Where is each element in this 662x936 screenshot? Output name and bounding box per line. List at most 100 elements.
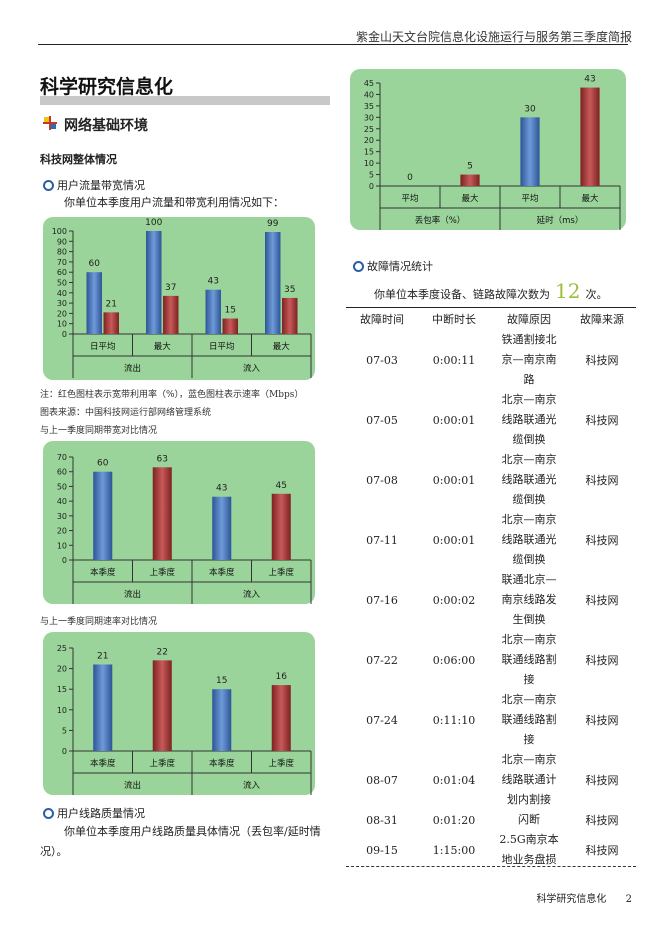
traffic-chart: 0 10 20 30 40 50 60 70 80 90 100 日平均 最大 日平均 最大 流出 流入 60 10… bbox=[43, 217, 315, 380]
fault-source: 科技网 bbox=[585, 714, 619, 727]
fault-summary: 你单位本季度设备、链路故障次数为 12 次。 bbox=[374, 281, 607, 305]
y-tick-label: 0 bbox=[62, 556, 67, 565]
table-row: 07-22 0:06:00 北京—南京 联通线路割接 科技网 bbox=[346, 630, 636, 690]
x-tick-label: 上季度 bbox=[149, 758, 175, 769]
fault-source: 科技网 bbox=[585, 814, 619, 827]
fault-cause-line: 北京—南京 bbox=[501, 753, 557, 766]
col-header-time: 故障时间 bbox=[360, 313, 404, 326]
y-tick-label: 70 bbox=[57, 258, 67, 267]
y-tick-label: 45 bbox=[364, 79, 374, 88]
fault-time: 07-24 bbox=[366, 713, 398, 727]
rate-chart: 0 5 10 15 20 25 本季度 上季度 本季度 上季度 流出 流入 21 22 15 16 bbox=[43, 632, 315, 795]
table-row: 07-24 0:11:10 北京—南京 联通线路割接 科技网 bbox=[346, 690, 636, 750]
y-tick-label: 0 bbox=[62, 330, 67, 339]
group-label: 流入 bbox=[243, 589, 261, 600]
y-tick-label: 10 bbox=[57, 320, 67, 329]
fault-time: 07-05 bbox=[366, 413, 398, 427]
fault-source: 科技网 bbox=[585, 474, 619, 487]
bar bbox=[265, 232, 281, 334]
fault-time: 07-22 bbox=[366, 653, 398, 667]
table-row: 07-16 0:00:02 联通北京— 南京线路发 生倒换 科技网 bbox=[346, 570, 636, 630]
table-row: 07-08 0:00:01 北京—南京 线路联通光 缆倒换 科技网 bbox=[346, 450, 636, 510]
y-tick-label: 35 bbox=[364, 102, 374, 111]
bar-value-label: 43 bbox=[584, 75, 595, 85]
bar bbox=[222, 318, 238, 334]
quality-paragraph: 你单位本季度用户线路质量具体情况（丢包率/延时情况）。 bbox=[40, 825, 321, 858]
fault-cause-line: 接 bbox=[523, 733, 535, 746]
x-tick-label: 最大 bbox=[581, 193, 599, 204]
x-tick-label: 平均 bbox=[401, 193, 418, 204]
bar-value-label: 43 bbox=[208, 277, 219, 287]
bar bbox=[580, 87, 600, 186]
fault-time: 07-11 bbox=[366, 533, 398, 547]
group-label: 延时（ms） bbox=[537, 215, 584, 226]
bar bbox=[205, 289, 221, 334]
bar bbox=[163, 295, 179, 334]
fault-duration: 0:06:00 bbox=[432, 653, 476, 667]
fault-cause-line: 生倒换 bbox=[512, 613, 546, 626]
quality-bullet-label: 用户线路质量情况 bbox=[57, 807, 145, 820]
fault-cause-line: 南京线路发 bbox=[501, 593, 557, 606]
section-title-bar bbox=[40, 96, 330, 105]
overall-heading: 科技网整体情况 bbox=[40, 153, 117, 166]
y-tick-label: 30 bbox=[57, 512, 67, 521]
y-tick-label: 0 bbox=[62, 747, 67, 756]
x-tick-label: 本季度 bbox=[90, 758, 116, 769]
y-tick-label: 40 bbox=[57, 497, 67, 506]
x-tick-label: 本季度 bbox=[209, 567, 235, 578]
fault-cause-line: 缆倒换 bbox=[512, 553, 546, 566]
fault-summary-prefix: 你单位本季度设备、链路故障次数为 bbox=[374, 288, 550, 301]
x-tick-label: 上季度 bbox=[268, 758, 294, 769]
y-tick-label: 30 bbox=[57, 299, 67, 308]
fault-cause: 2.5G南京本 地业务盘损 bbox=[490, 830, 568, 870]
section-subtitle: 网络基础环境 bbox=[64, 118, 148, 134]
y-tick-label: 10 bbox=[364, 159, 374, 168]
bar-value-label: 99 bbox=[267, 219, 279, 229]
y-tick-label: 70 bbox=[57, 453, 67, 462]
fault-cause-line: 线路联通光 bbox=[501, 533, 557, 546]
x-tick-label: 本季度 bbox=[209, 758, 235, 769]
page-number: 2 bbox=[625, 894, 632, 905]
y-tick-label: 60 bbox=[57, 468, 67, 477]
fault-duration: 0:00:02 bbox=[432, 593, 476, 607]
y-tick-label: 30 bbox=[364, 113, 374, 122]
table-row: 07-11 0:00:01 北京—南京 线路联通光 缆倒换 科技网 bbox=[346, 510, 636, 570]
x-tick-label: 上季度 bbox=[268, 567, 294, 578]
y-tick-label: 100 bbox=[52, 227, 67, 236]
fault-cause-line: 线路联通光 bbox=[501, 473, 557, 486]
y-tick-label: 25 bbox=[364, 125, 374, 134]
fault-time: 08-07 bbox=[366, 773, 398, 787]
bar-value-label: 16 bbox=[276, 672, 288, 682]
bar bbox=[271, 685, 291, 751]
fault-cause-line: 北京—南京 bbox=[501, 633, 557, 646]
y-tick-label: 50 bbox=[57, 482, 67, 491]
x-tick-label: 平均 bbox=[521, 193, 538, 204]
quality-chart: 0 5 10 15 20 25 30 35 40 45 平均 最大 平均 最大 丢包率（%） 延时（ms） 0 5… bbox=[350, 69, 626, 230]
bullet-icon bbox=[353, 260, 364, 272]
x-tick-label: 最大 bbox=[154, 341, 172, 352]
bar-value-label: 37 bbox=[165, 283, 176, 293]
bar-value-label: 100 bbox=[145, 218, 162, 228]
bar bbox=[520, 117, 540, 186]
fault-cause: 北京—南京 线路联通光 缆倒换 bbox=[490, 390, 568, 450]
bullet-icon bbox=[43, 807, 54, 819]
bar bbox=[271, 493, 291, 560]
fault-cause-line: 联通线路割 bbox=[501, 653, 557, 666]
table-row: 09-15 1:15:00 2.5G南京本 地业务盘损 科技网 bbox=[346, 830, 636, 870]
section-title: 科学研究信息化 bbox=[40, 76, 174, 98]
fault-cause: 铁通割接北 京—南京南路 bbox=[490, 330, 568, 390]
fault-bullet-label: 故障情况统计 bbox=[367, 260, 433, 273]
col-header-duration: 中断时长 bbox=[432, 313, 476, 326]
col-header-source: 故障来源 bbox=[580, 313, 624, 326]
fault-cause-line: 接 bbox=[523, 673, 535, 686]
network-section-icon bbox=[43, 116, 57, 130]
bar bbox=[86, 272, 102, 334]
traffic-paragraph: 你单位本季度用户流量和带宽利用情况如下： bbox=[64, 196, 284, 209]
group-label: 流入 bbox=[243, 780, 261, 791]
fault-time: 07-08 bbox=[366, 473, 398, 487]
bar bbox=[93, 664, 113, 751]
bar bbox=[152, 467, 172, 560]
bar bbox=[460, 174, 480, 186]
bar-value-label: 21 bbox=[97, 651, 108, 661]
